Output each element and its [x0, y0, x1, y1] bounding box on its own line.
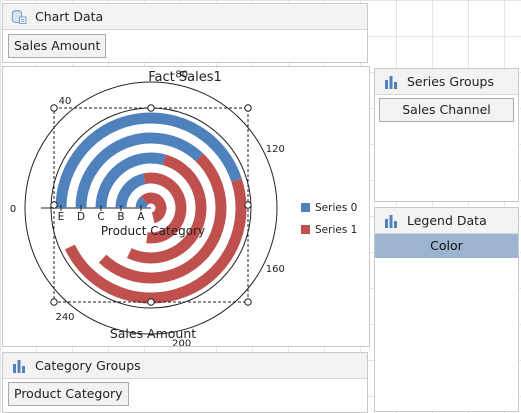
legend-data-header: Legend Data	[375, 208, 518, 234]
bar-series-1-C[interactable]	[126, 154, 207, 264]
database-icon	[11, 9, 27, 25]
chart-title: Fact Sales1	[148, 70, 222, 85]
legend-label-series-1: Series 1	[315, 224, 357, 236]
bar-chart-icon	[11, 358, 27, 374]
bar-series-1-D[interactable]	[98, 153, 227, 284]
sales-amount-field[interactable]: Sales Amount	[8, 34, 107, 58]
chart-data-header: Chart Data	[3, 4, 367, 30]
category-label-B: B	[117, 211, 124, 223]
series-groups-title: Series Groups	[407, 74, 494, 89]
category-label-E: E	[58, 211, 65, 223]
value-tick-160: 160	[266, 264, 285, 275]
category-label-C: C	[97, 211, 104, 223]
bar-series-1-B[interactable]	[143, 172, 187, 244]
value-tick-0: 0	[10, 204, 16, 215]
resize-handle[interactable]	[244, 104, 252, 112]
sales-channel-field[interactable]: Sales Channel	[379, 98, 514, 122]
resize-handle[interactable]	[147, 298, 155, 306]
resize-handle[interactable]	[50, 298, 58, 306]
value-tick-240: 240	[55, 312, 74, 323]
resize-handle[interactable]	[244, 201, 252, 209]
category-groups-title: Category Groups	[35, 358, 141, 373]
bar-chart-icon	[383, 213, 399, 229]
legend: Series 0 Series 1	[301, 202, 357, 236]
legend-swatch-series-0	[301, 203, 310, 212]
category-axis-title: Product Category	[101, 224, 205, 238]
radial-bar-chart[interactable]: 0 40 80 120 160 200 240 A B CDE Fact Sales1 Prod…	[3, 67, 369, 347]
series-groups-panel: Series Groups Sales Channel	[374, 68, 519, 202]
value-axis-title: Sales Amount	[110, 326, 196, 341]
category-label-D: D	[77, 211, 85, 223]
legend-swatch-series-1	[301, 225, 310, 234]
bar-series-0-D[interactable]	[75, 132, 204, 209]
legend-data-panel: Legend Data Color	[374, 207, 519, 412]
chart-data-title: Chart Data	[35, 9, 104, 24]
bar-chart-icon	[383, 74, 399, 90]
chart-area-selection[interactable]	[50, 104, 252, 306]
category-groups-header: Category Groups	[3, 353, 367, 379]
bar-series-0-C[interactable]	[95, 152, 166, 209]
resize-handle[interactable]	[147, 104, 155, 112]
resize-handle[interactable]	[50, 104, 58, 112]
category-label-A: A	[137, 211, 145, 223]
category-groups-panel: Category Groups Product Category	[2, 352, 368, 413]
product-category-field[interactable]: Product Category	[8, 382, 129, 406]
value-tick-40: 40	[59, 96, 72, 107]
legend-data-title: Legend Data	[407, 213, 487, 228]
bar-series-1-E[interactable]	[64, 178, 247, 304]
value-tick-80: 80	[175, 70, 188, 81]
chart-data-panel: Chart Data Sales Amount	[2, 3, 368, 63]
bar-series-0-B[interactable]	[115, 173, 146, 209]
color-field[interactable]: Color	[375, 234, 518, 258]
resize-handle[interactable]	[50, 201, 58, 209]
value-tick-120: 120	[266, 144, 285, 155]
legend-label-series-0: Series 0	[315, 202, 357, 214]
value-tick-200: 200	[172, 339, 191, 347]
bar-series-0-E[interactable]	[55, 112, 242, 209]
grid-ring	[24, 81, 278, 335]
bar-series-0-A[interactable]	[135, 196, 149, 209]
resize-handle[interactable]	[244, 298, 252, 306]
series-groups-header: Series Groups	[375, 69, 518, 95]
bar-series-1-A[interactable]	[140, 192, 167, 224]
